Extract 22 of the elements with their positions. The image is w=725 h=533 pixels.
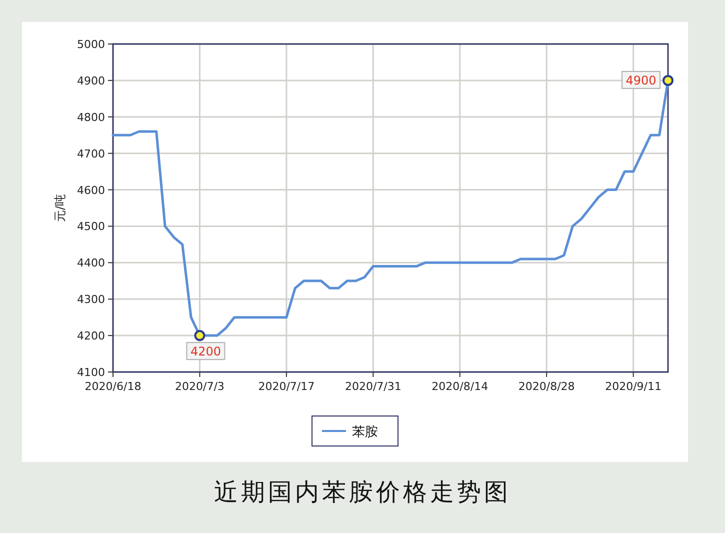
y-tick-label: 4200 (77, 330, 105, 343)
y-tick-label: 4800 (77, 110, 105, 124)
y-tick-label: 4400 (77, 256, 105, 270)
y-tick-label: 4700 (77, 147, 105, 160)
x-tick-label: 2020/6/18 (84, 380, 142, 393)
data-label: 4200 (190, 344, 221, 359)
y-axis-title: 元/吨 (53, 194, 67, 222)
data-label: 4900 (626, 73, 656, 88)
x-tick-label: 2020/7/31 (344, 380, 402, 393)
y-tick-label: 5000 (77, 38, 105, 51)
y-tick-label: 4600 (77, 184, 105, 197)
x-tick-label: 2020/9/11 (605, 380, 662, 393)
y-tick-label: 4100 (77, 366, 105, 379)
x-tick-label: 2020/7/3 (175, 380, 224, 393)
text: 近期国内苯胺价格走势图 (214, 478, 511, 506)
x-tick-label: 2020/8/28 (518, 380, 575, 393)
legend-label: 苯胺 (352, 425, 378, 440)
y-tick-label: 4900 (77, 74, 105, 88)
x-tick-label: 2020/8/14 (432, 380, 488, 393)
x-tick-label: 2020/7/17 (258, 380, 315, 393)
y-tick-label: 4500 (77, 220, 105, 234)
y-tick-label: 4300 (77, 293, 105, 306)
